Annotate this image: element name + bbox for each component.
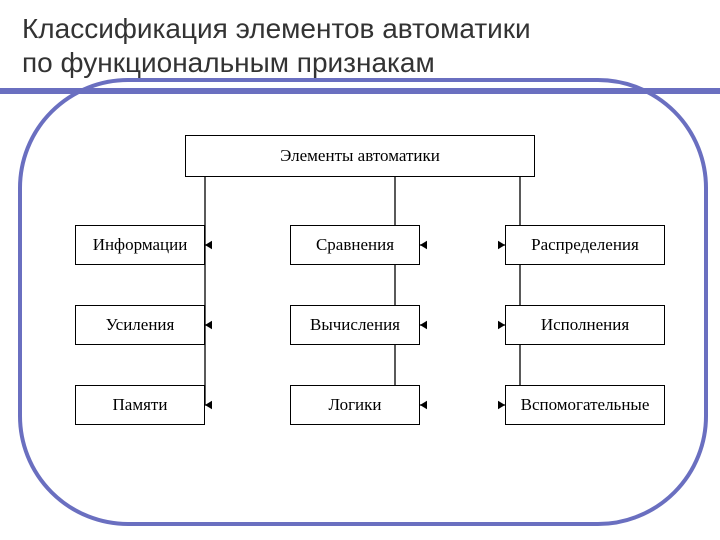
node-box: Усиления — [75, 305, 205, 345]
node-box: Сравнения — [290, 225, 420, 265]
node-box: Распределения — [505, 225, 665, 265]
connector-lines — [0, 0, 720, 540]
node-box: Информации — [75, 225, 205, 265]
classification-diagram: Элементы автоматики Информации Усиления Пам… — [0, 0, 720, 540]
node-box: Вычисления — [290, 305, 420, 345]
node-box: Исполнения — [505, 305, 665, 345]
node-box: Логики — [290, 385, 420, 425]
node-box: Памяти — [75, 385, 205, 425]
node-box: Вспомогательные — [505, 385, 665, 425]
root-box: Элементы автоматики — [185, 135, 535, 177]
